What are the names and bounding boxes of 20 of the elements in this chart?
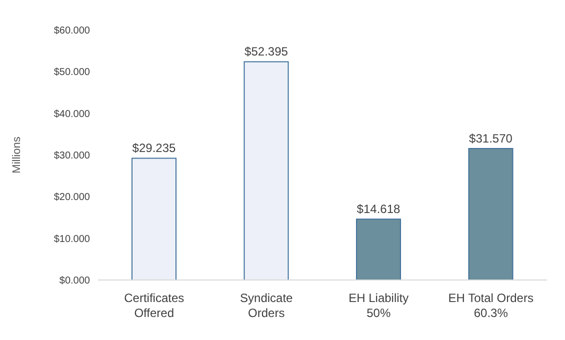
y-tick-label: $30.000 (54, 150, 90, 162)
bar (132, 158, 176, 280)
y-tick-label: $60.000 (54, 26, 90, 37)
x-tick-label: Syndicate Orders (240, 291, 294, 320)
y-tick-label: $0.000 (59, 276, 90, 287)
bar (244, 61, 289, 280)
y-axis-title: Millions (10, 136, 23, 174)
data-label: $14.618 (356, 202, 401, 216)
y-tick-label: $10.000 (54, 234, 90, 245)
data-label: $29.235 (132, 141, 176, 156)
bar (356, 218, 401, 280)
x-tick-label: EH Liability 50% (348, 291, 409, 320)
data-label: $52.395 (244, 44, 288, 59)
y-tick-label: $20.000 (54, 192, 90, 204)
bar (468, 148, 514, 280)
y-tick-label: $40.000 (54, 108, 90, 120)
data-label: $31.570 (469, 131, 513, 146)
x-tick-label: EH Total Orders 60.3% (448, 291, 534, 320)
x-tick-label: Certificates Offered (124, 291, 184, 320)
y-tick-label: $50.000 (54, 67, 90, 78)
